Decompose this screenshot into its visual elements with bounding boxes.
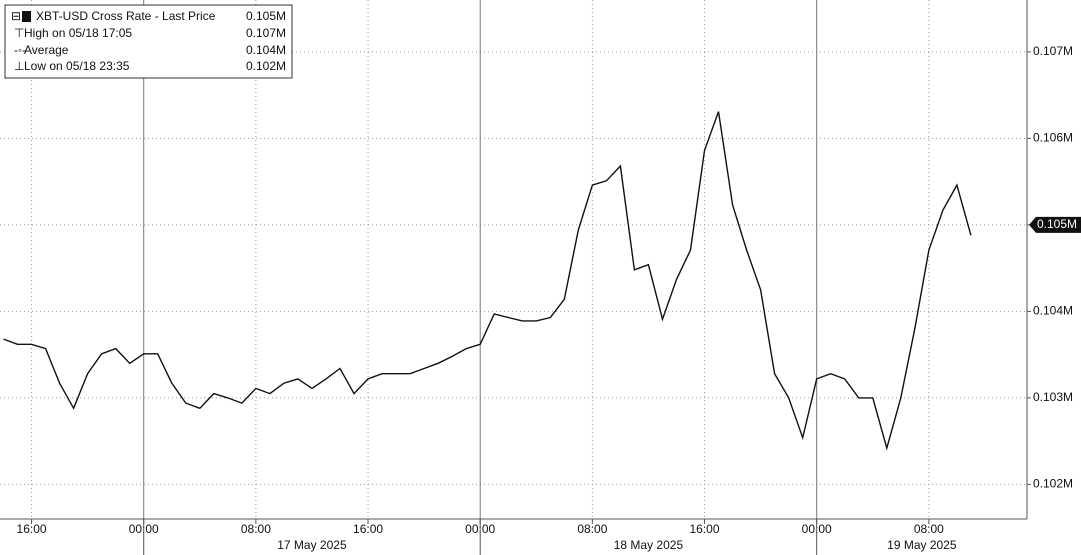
x-tick-label: 16:00 xyxy=(353,522,383,536)
date-label: 17 May 2025 xyxy=(277,538,347,552)
last-price-label: 0.105M xyxy=(1037,217,1077,231)
legend-value: 0.105M xyxy=(246,9,286,23)
plot xyxy=(3,111,972,451)
legend-label: Low on 05/18 23:35 xyxy=(24,59,130,73)
price-line xyxy=(3,111,972,451)
date-label: 18 May 2025 xyxy=(614,538,684,552)
x-tick-label: 08:00 xyxy=(241,522,271,536)
y-tick-label: 0.102M xyxy=(1033,477,1073,491)
legend: ⊟ ⊤ -◦- ⊥ XBT-USD Cross Rate - Last Pric… xyxy=(4,4,293,79)
last-price-badge xyxy=(1029,216,1081,233)
y-tick-label: 0.104M xyxy=(1033,304,1073,318)
y-tick-label: 0.103M xyxy=(1033,390,1073,404)
x-tick-label: 08:00 xyxy=(577,522,607,536)
date-label: 19 May 2025 xyxy=(887,538,957,552)
legend-value: 0.107M xyxy=(246,26,286,40)
x-tick-label: 16:00 xyxy=(17,522,47,536)
legend-label: XBT-USD Cross Rate - Last Price xyxy=(36,9,216,23)
legend-value: 0.104M xyxy=(246,43,286,57)
legend-value: 0.102M xyxy=(246,59,286,73)
legend-box xyxy=(4,4,293,79)
x-tick-label: 16:00 xyxy=(690,522,720,536)
legend-label: Average xyxy=(24,43,69,57)
y-tick-label: 0.107M xyxy=(1033,44,1073,58)
legend-icon: -◦- xyxy=(14,43,26,57)
legend-icon: ⊥ xyxy=(14,59,24,73)
legend-label: High on 05/18 17:05 xyxy=(24,26,132,40)
legend-icon: ⊤ xyxy=(14,26,24,40)
legend-swatch xyxy=(22,11,31,22)
legend-icon: ⊟ xyxy=(11,9,21,23)
y-tick-label: 0.106M xyxy=(1033,131,1073,145)
grid xyxy=(0,0,1027,519)
x-tick-label: 08:00 xyxy=(914,522,944,536)
